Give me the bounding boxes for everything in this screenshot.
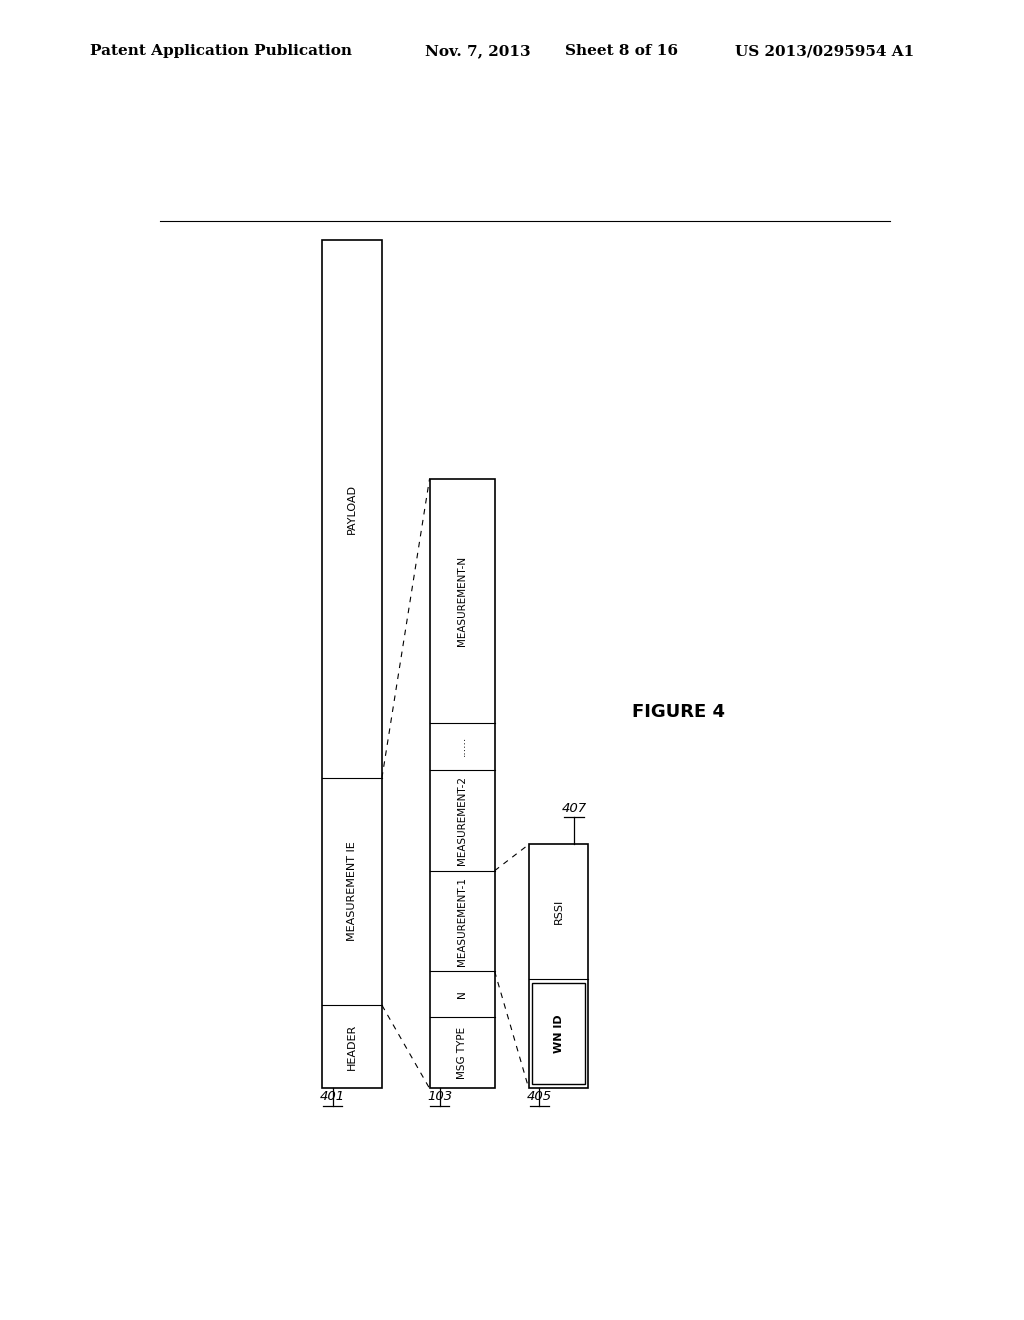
Text: MSG TYPE: MSG TYPE [457,1027,467,1078]
Text: WN ID: WN ID [554,1014,563,1053]
Text: 405: 405 [526,1090,552,1104]
Text: Nov. 7, 2013: Nov. 7, 2013 [425,45,530,58]
Text: MEASUREMENT-N: MEASUREMENT-N [457,556,467,645]
Text: 103: 103 [427,1090,453,1104]
Text: RSSI: RSSI [554,899,563,924]
Bar [528,845,588,1089]
Text: MEASUREMENT IE: MEASUREMENT IE [347,842,357,941]
Text: Sheet 8 of 16: Sheet 8 of 16 [565,45,678,58]
Text: FIGURE 4: FIGURE 4 [632,704,725,721]
Bar [430,479,495,1089]
Bar [531,982,585,1084]
Text: 401: 401 [321,1090,345,1104]
Text: PAYLOAD: PAYLOAD [347,483,357,533]
Text: HEADER: HEADER [347,1024,357,1071]
Text: N: N [457,990,467,998]
Text: MEASUREMENT-2: MEASUREMENT-2 [457,776,467,865]
Text: US 2013/0295954 A1: US 2013/0295954 A1 [735,45,914,58]
Text: MEASUREMENT-1: MEASUREMENT-1 [457,876,467,965]
Bar [323,240,382,1089]
Text: ......: ...... [457,737,467,756]
Text: Patent Application Publication: Patent Application Publication [90,45,352,58]
Text: 407: 407 [561,801,587,814]
